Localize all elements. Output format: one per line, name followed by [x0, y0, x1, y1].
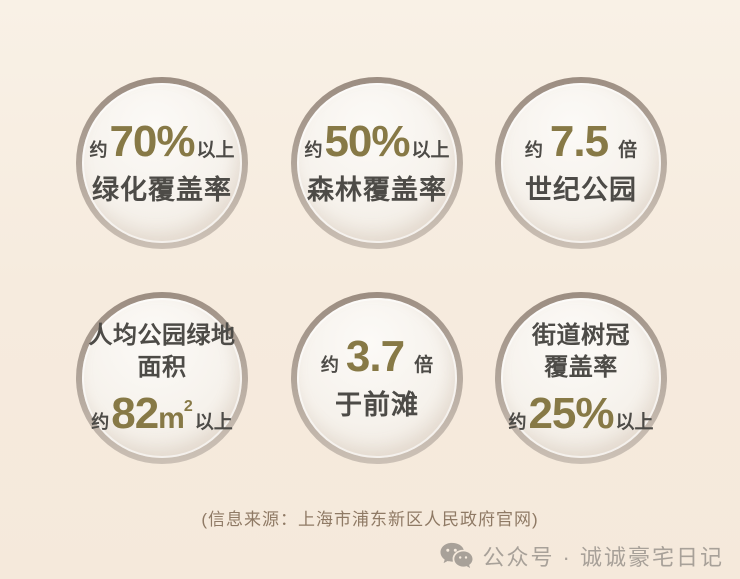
- watermark-text: 公众号 · 诚诚豪宅日记: [482, 545, 724, 570]
- stat-circle-inner: 约 7.5 倍 世纪公园: [501, 83, 661, 243]
- stat-circle-greening-coverage: 约70% 以上 绿化覆盖率: [76, 77, 248, 249]
- stat-suffix: 以上: [196, 139, 235, 161]
- stat-suffix: 以上: [615, 411, 654, 433]
- stat-suffix: 以上: [411, 139, 450, 161]
- stat-prefix: 约: [304, 139, 323, 160]
- stat-label-line1: 街道树冠: [532, 322, 630, 350]
- stat-circle-per-capita-green: 人均公园绿地 面积 约82m2以上: [76, 292, 248, 464]
- stat-label: 世纪公园: [525, 174, 637, 205]
- stat-prefix: 约: [320, 354, 339, 375]
- stat-label: 绿化覆盖率: [92, 174, 232, 205]
- stat-unit-exponent: 2: [183, 397, 193, 415]
- stat-prefix: 约: [91, 411, 110, 432]
- stat-value-line: 约50% 以上: [304, 116, 450, 166]
- stat-circle-inner: 约 3.7 倍 于前滩: [297, 298, 457, 458]
- stat-circle-inner: 街道树冠 覆盖率 约25% 以上: [501, 298, 661, 458]
- stat-prefix: 约: [524, 139, 543, 160]
- stat-label: 于前滩: [335, 389, 419, 420]
- stat-value: 70%: [109, 116, 195, 166]
- stat-value-line: 约 7.5 倍: [524, 116, 638, 166]
- stat-circle-street-canopy: 街道树冠 覆盖率 约25% 以上: [495, 292, 667, 464]
- stat-circle-century-park: 约 7.5 倍 世纪公园: [495, 77, 667, 249]
- stat-value-line: 约70% 以上: [89, 116, 235, 166]
- stat-value: 50%: [324, 116, 410, 166]
- stat-circle-inner: 约50% 以上 森林覆盖率: [297, 83, 457, 243]
- stat-value: 3.7: [345, 331, 405, 381]
- wechat-icon: [440, 542, 473, 570]
- stat-circle-forest-coverage: 约50% 以上 森林覆盖率: [291, 77, 463, 249]
- stat-suffix: 以上: [194, 411, 233, 433]
- source-note: (信息来源：上海市浦东新区人民政府官网): [201, 510, 539, 529]
- stat-value-line: 约 3.7 倍: [320, 331, 434, 381]
- stat-label-line2: 面积: [137, 353, 187, 381]
- stat-label-line2: 覆盖率: [544, 353, 618, 381]
- stat-value: 25%: [528, 388, 614, 438]
- stat-value: 7.5: [549, 116, 609, 166]
- stat-circle-qiantan-multiple: 约 3.7 倍 于前滩: [291, 292, 463, 464]
- stat-value-line: 约25% 以上: [508, 388, 654, 438]
- stat-suffix: 倍: [618, 139, 638, 161]
- stat-circle-inner: 约70% 以上 绿化覆盖率: [82, 83, 242, 243]
- stat-value: 82: [111, 388, 159, 438]
- stat-label: 森林覆盖率: [307, 174, 447, 205]
- watermark: 公众号 · 诚诚豪宅日记: [440, 540, 724, 572]
- stat-prefix: 约: [89, 139, 108, 160]
- stat-prefix: 约: [508, 411, 527, 432]
- stat-circle-inner: 人均公园绿地 面积 约82m2以上: [82, 298, 242, 458]
- stat-suffix: 倍: [414, 354, 434, 376]
- stat-value-line: 约82m2以上: [91, 388, 233, 438]
- stat-unit: m: [158, 401, 185, 435]
- stat-label-line1: 人均公园绿地: [88, 322, 236, 350]
